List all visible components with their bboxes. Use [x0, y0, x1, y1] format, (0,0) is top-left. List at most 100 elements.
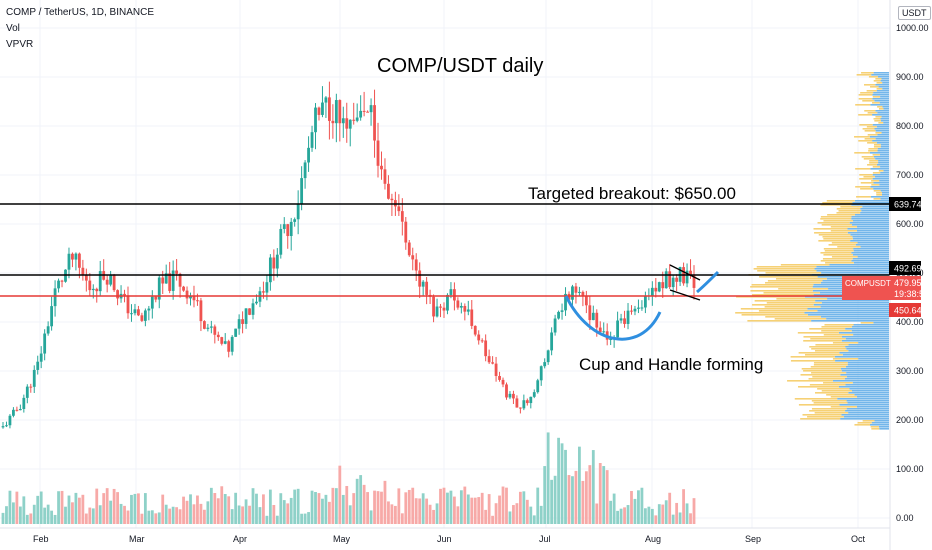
volume-bar: [630, 490, 633, 524]
candle-body: [539, 366, 543, 381]
volume-bar: [345, 485, 349, 524]
volume-bar: [449, 490, 453, 524]
vpvr-bar-up: [873, 182, 889, 184]
vpvr-bar-up: [853, 324, 889, 326]
time-axis: Feb Mar Apr May Jun Jul Aug Sep Oct: [33, 534, 866, 544]
vpvr-bar-up: [826, 318, 889, 320]
vpvr-bar-down: [794, 398, 838, 400]
vpvr-bar-up: [837, 398, 889, 400]
candle-body: [484, 340, 488, 357]
vpvr-bar-down: [863, 158, 876, 160]
candle-body: [36, 361, 40, 370]
volume-bar: [387, 501, 390, 524]
candle-body: [498, 375, 501, 380]
vpvr-bar-down: [823, 220, 853, 222]
volume-bar: [428, 504, 432, 524]
volume-bar: [529, 506, 533, 524]
volume-bar: [584, 471, 588, 524]
volume-bar: [480, 492, 484, 524]
candle-body: [18, 408, 22, 411]
vpvr-bar-down: [873, 80, 881, 82]
vpvr-bar-down: [876, 88, 883, 90]
vpvr-bar-up: [847, 364, 889, 366]
volume-bar: [32, 504, 36, 524]
vpvr-bar-up: [881, 116, 889, 118]
vpvr-bar-down: [874, 120, 881, 122]
candle-body: [216, 334, 220, 338]
volume-bar: [133, 493, 137, 524]
wedge-top-line[interactable]: [669, 264, 701, 281]
volume-bar: [12, 502, 15, 524]
vpvr-bar-down: [811, 400, 847, 402]
candle-body: [241, 319, 244, 324]
vpvr-bar-up: [804, 312, 889, 314]
vpvr-bar-up: [852, 258, 889, 260]
vpvr-bar-down: [811, 408, 847, 410]
vpvr-bar-down: [803, 370, 842, 372]
candle-body: [491, 362, 495, 364]
candle-body: [230, 336, 234, 352]
vpvr-bar-up: [847, 402, 889, 404]
volume-bar: [334, 488, 338, 524]
vpvr-bar-down: [827, 214, 855, 216]
vpvr-bar-up: [852, 382, 889, 384]
candle-body: [77, 253, 81, 268]
candle-body: [626, 310, 630, 324]
volume-bar: [248, 505, 251, 524]
vpvr-bar-down: [803, 340, 842, 342]
cup-curve[interactable]: [564, 295, 662, 341]
volume-bar: [494, 503, 498, 524]
vpvr-bar-up: [873, 188, 889, 190]
candle-body: [338, 100, 342, 124]
candle-body: [532, 392, 536, 397]
candle-body: [95, 288, 99, 292]
vpvr-bar-down: [859, 178, 873, 180]
vpvr-bar-down: [868, 148, 878, 150]
volume-bar: [22, 496, 26, 524]
symbol-title[interactable]: COMP / TetherUS, 1D, BINANCE: [6, 7, 155, 18]
vpvr-bar-down: [774, 318, 827, 320]
currency-badge[interactable]: USDT: [898, 6, 931, 20]
tag-450: 450.64: [889, 303, 922, 317]
candle-body: [71, 253, 74, 260]
indicator-vol[interactable]: Vol: [6, 23, 20, 34]
candle-body: [307, 147, 310, 163]
volume-bar: [432, 509, 435, 524]
volume-bar: [650, 508, 654, 524]
vpvr-bar-down: [876, 192, 882, 194]
vpvr-bar-up: [856, 406, 889, 408]
vpvr-bar-up: [845, 410, 889, 412]
vpvr-bar-down: [867, 112, 878, 114]
vpvr-bar-up: [870, 424, 889, 426]
vpvr-bar-down: [822, 202, 853, 204]
volume-bar: [39, 491, 43, 524]
volume-bar: [595, 503, 599, 524]
candle-body: [543, 362, 547, 367]
wedge-bottom-line[interactable]: [669, 289, 701, 301]
candle-body: [234, 328, 238, 337]
candle-body: [560, 310, 564, 312]
candle-body: [657, 282, 661, 292]
vpvr-bar-up: [872, 114, 889, 116]
candle-body: [404, 221, 408, 243]
indicator-vpvr[interactable]: VPVR: [6, 39, 34, 50]
vpvr-bar-up: [848, 412, 889, 414]
vpvr-bar-down: [823, 334, 854, 336]
candle-body: [348, 119, 352, 129]
candle-body: [578, 291, 581, 293]
volume-bar: [532, 515, 536, 524]
vpvr-bar-down: [811, 348, 847, 350]
candle-body: [220, 337, 224, 344]
vpvr-bar-up: [849, 388, 889, 390]
vpvr-bar-up: [848, 350, 889, 352]
candle-body: [470, 309, 474, 326]
vpvr-bar-down: [868, 76, 878, 78]
volume-bar: [123, 505, 126, 524]
vpvr-bar-up: [870, 196, 889, 198]
volume-bar: [102, 493, 106, 524]
candle-body: [98, 271, 102, 292]
vpvr-bar-down: [765, 282, 821, 284]
volume-bar: [581, 480, 585, 524]
handle-curve[interactable]: [696, 270, 720, 294]
